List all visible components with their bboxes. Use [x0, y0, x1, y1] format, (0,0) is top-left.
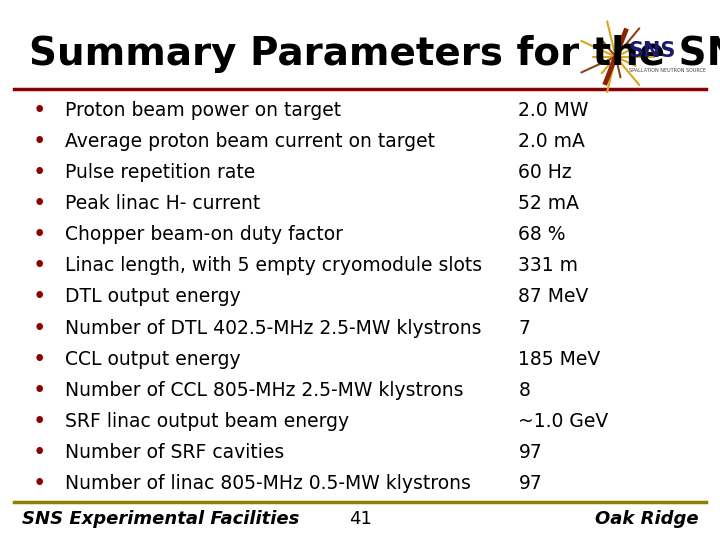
Text: Number of SRF cavities: Number of SRF cavities [65, 443, 284, 462]
Text: •: • [33, 224, 46, 246]
Text: 185 MeV: 185 MeV [518, 349, 600, 369]
Text: •: • [33, 410, 46, 433]
Text: •: • [33, 441, 46, 464]
Text: Average proton beam current on target: Average proton beam current on target [65, 132, 435, 151]
Text: ~1.0 GeV: ~1.0 GeV [518, 411, 608, 431]
Text: 2.0 MW: 2.0 MW [518, 101, 589, 120]
Text: •: • [33, 348, 46, 370]
Text: 97: 97 [518, 443, 542, 462]
Text: Linac length, with 5 empty cryomodule slots: Linac length, with 5 empty cryomodule sl… [65, 256, 482, 275]
Text: Oak Ridge: Oak Ridge [595, 510, 698, 529]
Text: 60 Hz: 60 Hz [518, 163, 572, 183]
Text: 331 m: 331 m [518, 256, 578, 275]
Text: •: • [33, 161, 46, 184]
Text: Proton beam power on target: Proton beam power on target [65, 101, 341, 120]
Text: •: • [33, 472, 46, 495]
Text: 87 MeV: 87 MeV [518, 287, 589, 307]
Text: 8: 8 [518, 381, 530, 400]
Text: SRF linac output beam energy: SRF linac output beam energy [65, 411, 349, 431]
Text: Peak linac H- current: Peak linac H- current [65, 194, 260, 213]
Text: SNS: SNS [629, 41, 676, 62]
Text: DTL output energy: DTL output energy [65, 287, 240, 307]
Text: •: • [33, 99, 46, 122]
Text: SPALLATION NEUTRON SOURCE: SPALLATION NEUTRON SOURCE [629, 68, 706, 73]
Text: •: • [33, 130, 46, 153]
Text: •: • [33, 192, 46, 215]
Text: 2.0 mA: 2.0 mA [518, 132, 585, 151]
Text: •: • [33, 316, 46, 340]
Text: •: • [33, 286, 46, 308]
Text: CCL output energy: CCL output energy [65, 349, 240, 369]
Text: 68 %: 68 % [518, 225, 566, 245]
Text: Pulse repetition rate: Pulse repetition rate [65, 163, 255, 183]
Text: 7: 7 [518, 319, 530, 338]
Text: Number of linac 805-MHz 0.5-MW klystrons: Number of linac 805-MHz 0.5-MW klystrons [65, 474, 471, 493]
Text: Summary Parameters for the SNS: Summary Parameters for the SNS [29, 35, 720, 73]
Text: SNS Experimental Facilities: SNS Experimental Facilities [22, 510, 299, 529]
Text: •: • [33, 379, 46, 402]
Text: Number of CCL 805-MHz 2.5-MW klystrons: Number of CCL 805-MHz 2.5-MW klystrons [65, 381, 463, 400]
Text: •: • [33, 254, 46, 278]
Text: 97: 97 [518, 474, 542, 493]
Text: Chopper beam-on duty factor: Chopper beam-on duty factor [65, 225, 343, 245]
Text: Number of DTL 402.5-MHz 2.5-MW klystrons: Number of DTL 402.5-MHz 2.5-MW klystrons [65, 319, 481, 338]
Text: 52 mA: 52 mA [518, 194, 580, 213]
Text: 41: 41 [348, 510, 372, 529]
